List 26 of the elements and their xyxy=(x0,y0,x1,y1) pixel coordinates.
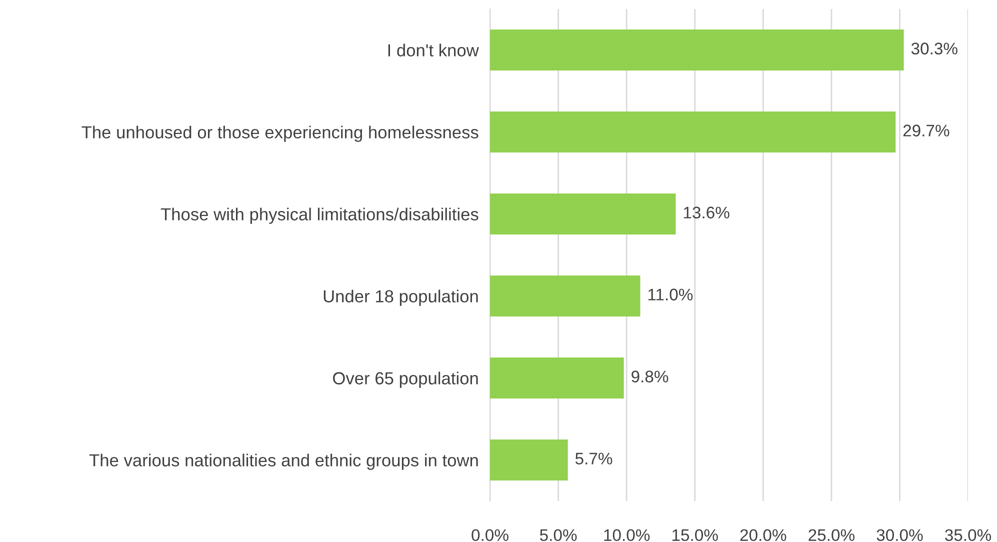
data-label: 30.3% xyxy=(911,42,958,54)
data-label: 5.7% xyxy=(575,452,612,464)
bar xyxy=(490,112,896,152)
y-tick-label: Over 65 population xyxy=(333,372,478,388)
bar xyxy=(490,194,676,234)
x-tick-label: 25.0% xyxy=(808,529,854,542)
x-tick-label: 15.0% xyxy=(672,529,718,542)
x-tick-label: 5.0% xyxy=(540,529,577,542)
x-tick-label: 10.0% xyxy=(604,529,650,542)
data-label: 13.6% xyxy=(684,206,730,218)
y-tick-label: Those with physical limitations/disabilities xyxy=(160,208,478,224)
bar xyxy=(490,30,904,70)
y-tick-label: Under 18 population xyxy=(324,290,478,306)
y-tick-label: The unhoused or those experiencing homelessness xyxy=(82,126,478,142)
bar xyxy=(490,276,640,316)
bar xyxy=(490,358,624,398)
x-tick-label: 30.0% xyxy=(876,529,923,542)
x-tick-label: 0.0% xyxy=(472,529,508,542)
x-tick-label: 35.0% xyxy=(945,529,992,542)
x-tick-label: 20.0% xyxy=(740,529,786,542)
y-tick-label: I don't know xyxy=(388,44,479,56)
data-label: 9.8% xyxy=(632,370,668,382)
y-tick-label: The various nationalities and ethnic groups in town xyxy=(89,454,478,470)
bar xyxy=(490,440,568,480)
data-label: 11.0% xyxy=(648,288,693,300)
data-label: 29.7% xyxy=(903,124,950,136)
